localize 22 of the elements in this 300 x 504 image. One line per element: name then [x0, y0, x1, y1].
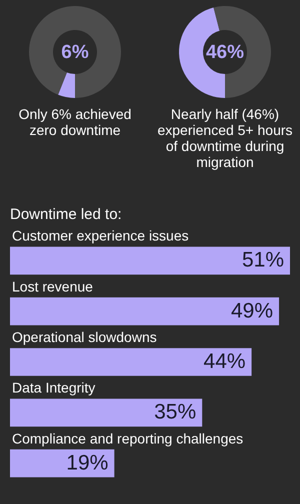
data-label: 35%: [154, 400, 196, 424]
bar: [10, 348, 252, 376]
y-tick-label: Customer experience issues: [12, 228, 189, 244]
y-tick-label: Lost revenue: [12, 278, 94, 294]
bar: [10, 246, 290, 275]
bar: [10, 398, 202, 427]
data-label: 51%: [242, 248, 284, 272]
y-tick-label: Data Integrity: [12, 380, 96, 396]
text: Only 6% achieved zero downtime: [18, 106, 132, 138]
data-label: 19%: [66, 451, 108, 474]
chart-title: Downtime led to:: [10, 206, 122, 223]
data-label: 46%: [206, 42, 244, 63]
bar: [10, 297, 280, 326]
y-tick-label: Compliance and reporting challenges: [12, 430, 244, 446]
data-label: 49%: [230, 299, 274, 322]
y-tick-label: Operational slowdowns: [12, 329, 157, 345]
text: Nearly half (46%) experienced 5+ hours of downtime during migration: [157, 106, 293, 170]
data-label: 6%: [61, 42, 89, 63]
data-label: 44%: [204, 350, 246, 373]
bar: [10, 449, 114, 478]
donut-slice: [29, 6, 121, 98]
donut-slice: [58, 72, 75, 98]
